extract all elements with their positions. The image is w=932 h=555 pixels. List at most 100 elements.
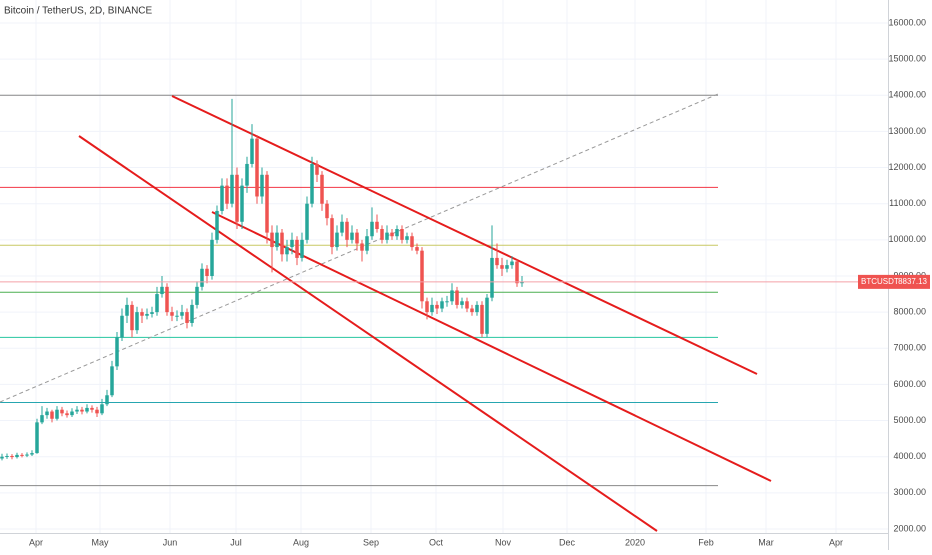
trendline (171, 95, 758, 375)
candle-body (85, 407, 89, 412)
candle-body (405, 236, 409, 240)
candle-body (175, 315, 179, 317)
candle-body (410, 236, 414, 248)
candle-body (260, 174, 264, 197)
candle-body (125, 304, 129, 316)
price-tag (858, 274, 930, 289)
x-tick-label: Jul (230, 537, 242, 547)
candle-body (295, 239, 299, 258)
candle-body (340, 221, 344, 233)
candle-body (360, 243, 364, 251)
candle-body (110, 366, 114, 396)
y-tick-label: 10000.00 (888, 234, 926, 244)
axes: 2000.00 3000.00 4000.00 5000.00 6000.00 7000.… (29, 17, 930, 547)
trendline (78, 135, 658, 532)
candle-body (300, 239, 304, 258)
x-tick-label: May (91, 537, 109, 547)
y-tick-label: 8000.00 (893, 307, 926, 317)
candle-body (365, 236, 369, 251)
candle-body (290, 239, 294, 248)
candle-body (330, 218, 334, 248)
candle-body (270, 232, 274, 248)
candle-body (70, 411, 74, 416)
candle-body (10, 455, 14, 458)
candle-body (95, 409, 99, 414)
candle-body (45, 411, 49, 416)
candle-body (65, 413, 69, 416)
candle-body (210, 239, 214, 276)
y-tick-label: 2000.00 (893, 523, 926, 533)
candle-body (470, 308, 474, 313)
candle-body (285, 247, 289, 255)
x-tick-label: Apr (29, 537, 43, 547)
candle-body (425, 301, 429, 313)
candle-body (230, 174, 234, 204)
candle-body (315, 163, 319, 175)
candle-body (375, 221, 379, 230)
x-tick-label: Oct (429, 537, 444, 547)
candle-body (220, 185, 224, 211)
candle-body (75, 409, 79, 412)
last-price-label: 8837.13 (898, 277, 927, 286)
y-tick-label: 16000.00 (888, 17, 926, 27)
candle-body (205, 268, 209, 276)
candle-body (275, 232, 279, 248)
candle-body (160, 286, 164, 295)
candle-body (495, 257, 499, 266)
x-tick-label: Apr (829, 537, 843, 547)
candle-body (420, 250, 424, 302)
candle-body (20, 454, 24, 456)
candle-body (485, 297, 489, 334)
candle-body (305, 203, 309, 240)
candle-body (475, 304, 479, 313)
candle-body (455, 290, 459, 305)
candle-body (80, 409, 84, 412)
candle-body (235, 174, 239, 222)
candle-body (5, 455, 9, 457)
x-tick-label: Nov (495, 537, 512, 547)
x-tick-label: Feb (698, 537, 714, 547)
candle-body (15, 454, 19, 458)
candle-body (105, 395, 109, 405)
candle-body (385, 232, 389, 240)
candle-body (435, 304, 439, 309)
candle-body (255, 138, 259, 197)
x-tick-label: Jun (163, 537, 178, 547)
candle-body (35, 422, 39, 454)
candle-body (325, 203, 329, 219)
candle-body (460, 301, 464, 305)
candle-body (265, 174, 269, 233)
candle-body (100, 404, 104, 414)
candle-body (180, 312, 184, 316)
candle-body (60, 409, 64, 414)
candle-body (310, 163, 314, 204)
y-tick-label: 11000.00 (889, 198, 926, 208)
candle-body (490, 257, 494, 298)
candle-body (170, 312, 174, 316)
candle-body (90, 407, 94, 410)
candle-body (30, 453, 34, 455)
candle-body (335, 232, 339, 248)
candle-body (200, 268, 204, 287)
trendline (211, 211, 772, 482)
candle-body (400, 229, 404, 240)
candle-body (135, 312, 139, 331)
candle-body (520, 281, 524, 284)
dashed-trendline (0, 93, 719, 403)
candle-body (320, 174, 324, 204)
candle-body (415, 247, 419, 251)
x-tick-label: Sep (363, 537, 379, 547)
candle-body (25, 454, 29, 456)
candle-body (120, 315, 124, 338)
candle-body (130, 304, 134, 331)
candle-body (450, 290, 454, 302)
symbol-label: BTCUSDT (861, 277, 899, 286)
levels (0, 94, 718, 487)
candle-body (505, 265, 509, 269)
candle-body (430, 304, 434, 313)
candle-body (390, 232, 394, 237)
candle-body (440, 301, 444, 309)
y-tick-label: 5000.00 (893, 415, 926, 425)
